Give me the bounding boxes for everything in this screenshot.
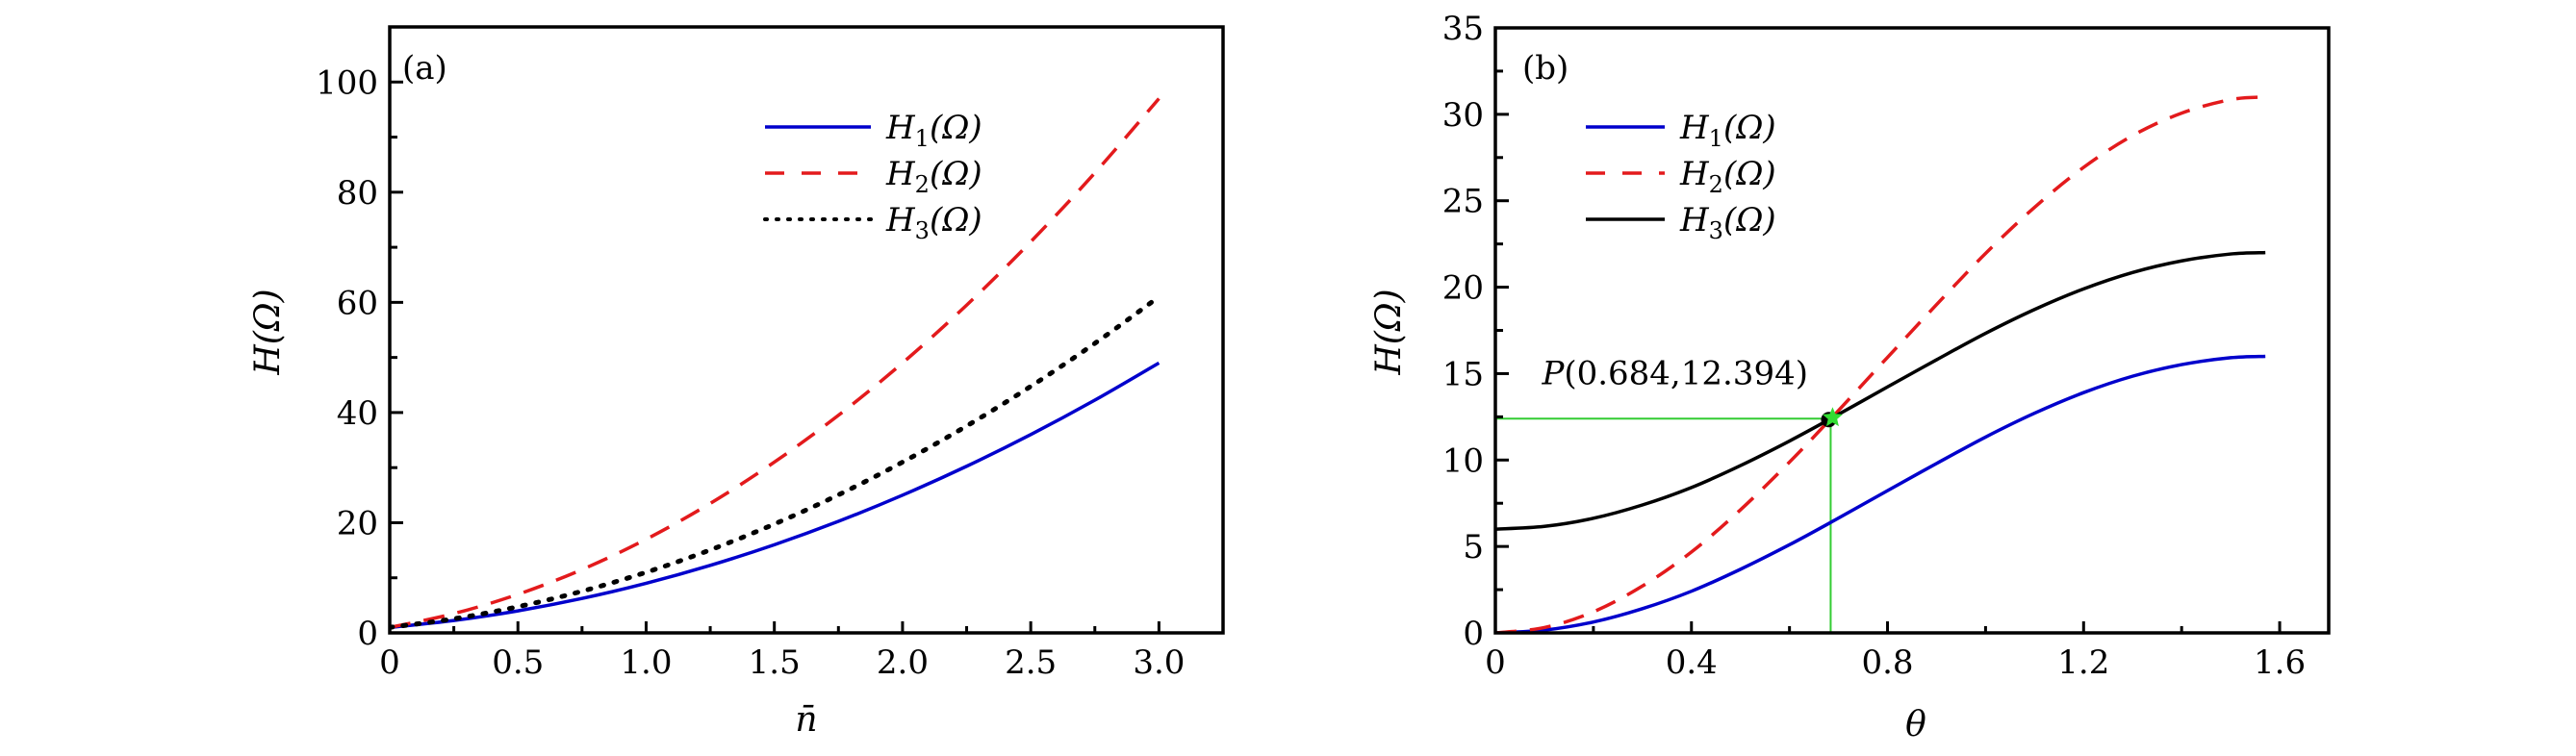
- panel-a-ylabel: H(Ω): [248, 289, 288, 375]
- series-line-b-1: [1495, 354, 2266, 633]
- y-tick-label: 35: [1442, 10, 1484, 48]
- panel-b-ylabel: H(Ω): [1369, 289, 1409, 375]
- panel-b-label: (b): [1522, 49, 1569, 88]
- y-tick-label: 25: [1442, 183, 1484, 221]
- panel-b-annotation: P(0.684,12.394): [1541, 354, 1843, 428]
- series-line-a-3: [390, 294, 1161, 630]
- x-tick-label: 0: [379, 643, 400, 682]
- series-line-b-2: [1495, 95, 2266, 633]
- x-tick-label: 1.2: [2057, 643, 2109, 682]
- series-line-b-3: [1495, 250, 2266, 531]
- panel-b-legend: H1(Ω)H2(Ω)H3(Ω): [1586, 109, 1776, 244]
- series-line-a-2: [390, 97, 1160, 629]
- x-tick-label: 2.5: [1005, 643, 1057, 682]
- y-tick-label: 80: [337, 174, 378, 213]
- y-tick-label: 20: [337, 504, 378, 542]
- legend-label-1: H1(Ω): [1679, 109, 1776, 152]
- panel-b-ticks: 0 0.4 0.8 1.2 1.6 0 5 10 15 20 25 30 35: [1442, 10, 2306, 682]
- x-tick-label: 1.5: [749, 643, 801, 682]
- panel-a-chart: 0 0.5 1.0 1.5 2.0 2.5 3.0 0 20 40 60 80 100 (a) n̄ H…: [248, 25, 1225, 740]
- panel-b-frame: [1493, 26, 2331, 635]
- x-tick-label: 0.4: [1666, 643, 1718, 682]
- x-tick-label: 2.0: [877, 643, 929, 682]
- y-tick-label: 5: [1463, 528, 1484, 567]
- legend-label-2: H2(Ω): [885, 155, 982, 198]
- legend-label-3: H3(Ω): [1679, 201, 1776, 244]
- legend-label-3: H3(Ω): [885, 201, 982, 244]
- y-tick-label: 40: [337, 394, 378, 433]
- panel-b-series-group: [1495, 95, 2266, 633]
- panel-b-xlabel: θ: [1905, 705, 1926, 744]
- y-tick-label: 10: [1442, 441, 1484, 480]
- y-tick-label: 30: [1442, 96, 1484, 135]
- y-tick-label: 15: [1442, 355, 1484, 393]
- series-line-a-1: [390, 361, 1160, 630]
- y-tick-label: 100: [316, 63, 378, 102]
- panel-a-label: (a): [402, 49, 447, 88]
- star-marker-icon: [1822, 407, 1843, 427]
- legend-label-1: H1(Ω): [885, 109, 982, 152]
- y-tick-label: 60: [337, 284, 378, 322]
- x-tick-label: 0.8: [1861, 643, 1913, 682]
- x-tick-label: 0: [1485, 643, 1506, 682]
- x-tick-label: 1.0: [620, 643, 672, 682]
- panel-a-legend: H1(Ω)H2(Ω)H3(Ω): [763, 109, 982, 244]
- x-tick-label: 0.5: [492, 643, 544, 682]
- y-tick-label: 0: [357, 615, 378, 653]
- panel-b-chart: 0 0.4 0.8 1.2 1.6 0 5 10 15 20 25 30 35 (b) θ H(Ω) H…: [1369, 10, 2331, 744]
- legend-label-2: H2(Ω): [1679, 155, 1776, 198]
- y-tick-label: 20: [1442, 269, 1484, 308]
- panel-a-series-group: [390, 97, 1161, 630]
- panel-a-ticks: 0 0.5 1.0 1.5 2.0 2.5 3.0 0 20 40 60 80 100: [316, 63, 1185, 682]
- panel-a-xlabel: n̄: [795, 700, 817, 740]
- x-tick-label: 1.6: [2254, 643, 2306, 682]
- annotation-label: P(0.684,12.394): [1541, 354, 1808, 392]
- panel-a-frame: [388, 25, 1225, 635]
- y-tick-label: 0: [1463, 615, 1484, 653]
- x-tick-label: 3.0: [1133, 643, 1185, 682]
